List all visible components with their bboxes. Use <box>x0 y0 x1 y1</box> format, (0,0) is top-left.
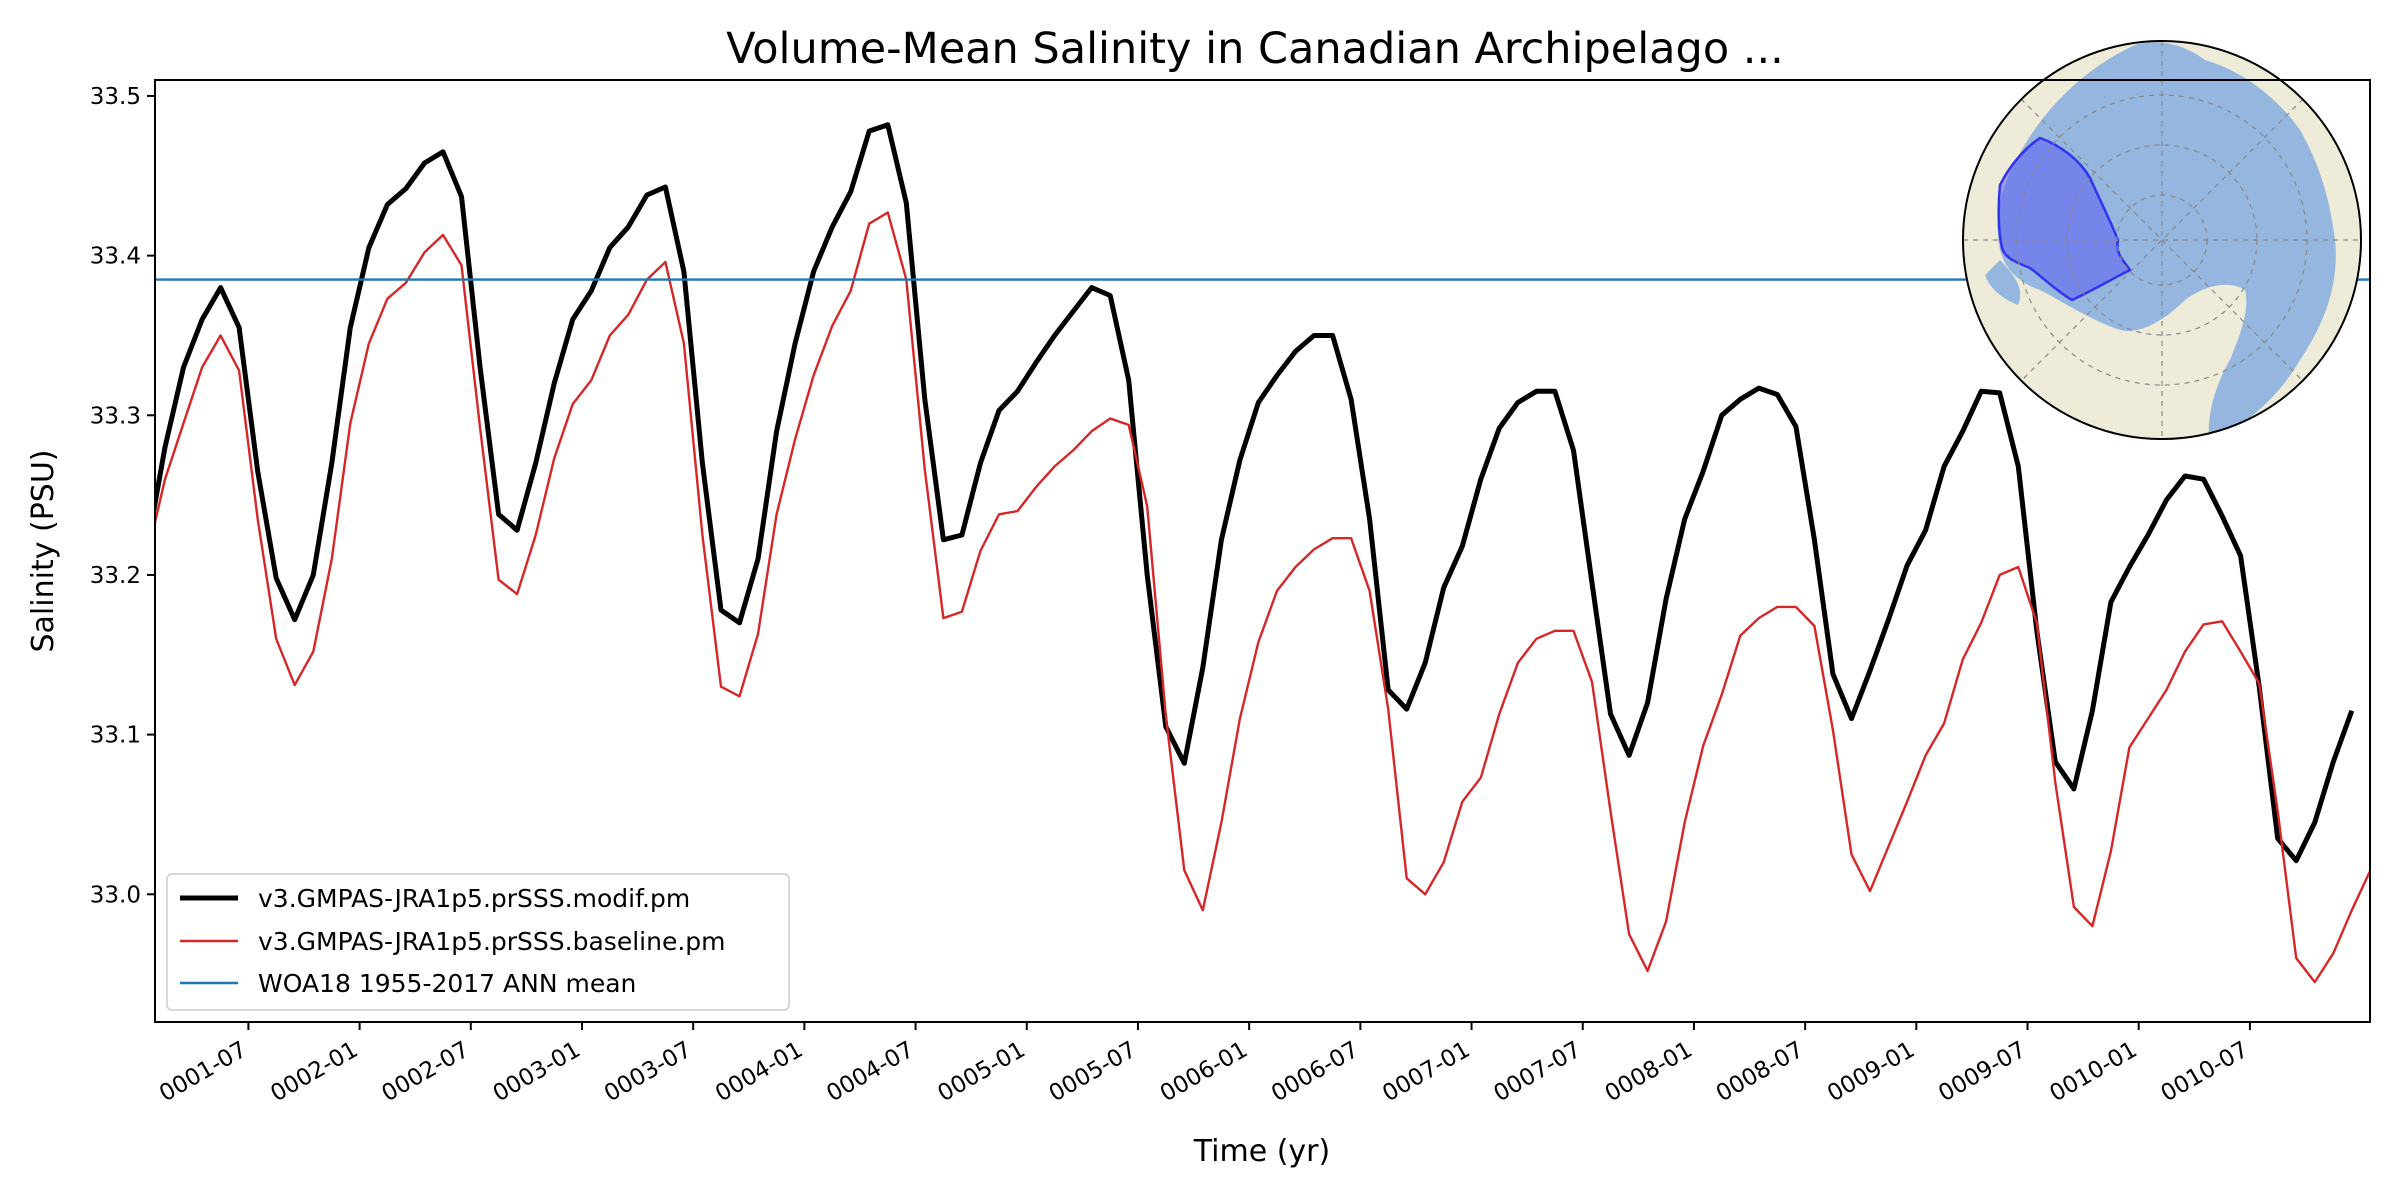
inset-map-graticule <box>1963 41 2361 439</box>
legend-frame <box>166 873 790 1011</box>
y-axis: 33.0 33.1 33.2 33.3 33.4 33.5 <box>90 84 155 908</box>
y-tick-label: 33.3 <box>90 403 141 429</box>
x-axis-label: Time (yr) <box>1193 1134 1330 1169</box>
inset-map-region <box>1997 136 2132 302</box>
legend-label-woa18: WOA18 1955-2017 ANN mean <box>258 969 636 998</box>
y-tick-label: 33.2 <box>90 563 141 589</box>
legend-label-modif: v3.GMPAS-JRA1p5.prSSS.modif.pm <box>258 884 690 913</box>
series-line-1 <box>155 211 2370 984</box>
y-axis-label: Salinity (PSU) <box>26 450 61 653</box>
plot-frame <box>154 79 2371 1023</box>
y-tick-label: 33.4 <box>90 244 141 270</box>
legend: v3.GMPAS-JRA1p5.prSSS.modif.pm v3.GMPAS-… <box>166 873 790 1011</box>
y-tick-label: 33.0 <box>90 882 141 908</box>
series-line-0 <box>155 122 2355 864</box>
chart-title: Volume-Mean Salinity in Canadian Archipe… <box>726 24 1784 74</box>
inset-map-bay <box>1985 260 2021 305</box>
y-tick-label: 33.5 <box>90 84 141 110</box>
inset-map <box>1962 40 2362 440</box>
inset-map-border <box>1962 40 2362 440</box>
legend-label-baseline: v3.GMPAS-JRA1p5.prSSS.baseline.pm <box>258 927 726 956</box>
y-tick-label: 33.1 <box>90 723 141 749</box>
inset-map-ocean <box>1997 42 2336 439</box>
